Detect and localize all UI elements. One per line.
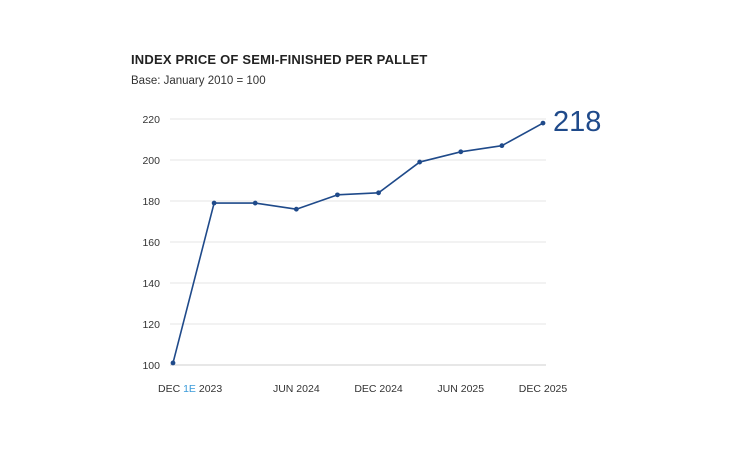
data-point	[252, 200, 258, 206]
data-point	[540, 120, 546, 126]
y-tick-label: 100	[142, 360, 160, 372]
y-tick-label: 180	[142, 196, 160, 208]
y-tick-label: 120	[142, 319, 160, 331]
chart-title: INDEX PRICE OF SEMI-FINISHED PER PALLET	[131, 52, 428, 67]
y-tick-label: 160	[142, 237, 160, 249]
data-series	[170, 120, 546, 366]
data-point	[417, 159, 423, 165]
y-tick-label: 200	[142, 155, 160, 167]
data-point	[170, 360, 176, 366]
end-value-label: 218	[553, 106, 602, 138]
x-tick-label: JUN 2024	[273, 383, 320, 395]
x-tick-label: JUN 2025	[437, 383, 484, 395]
data-point	[211, 200, 217, 206]
x-tick-label: DEC 1E 2023	[158, 383, 222, 395]
y-axis-ticks: 100 120 140 160 180 200 220	[142, 114, 160, 372]
data-point	[335, 192, 340, 198]
grid-lines	[170, 118, 546, 366]
y-tick-label: 140	[142, 278, 160, 290]
x-tick-label: DEC 2025	[519, 383, 568, 395]
series-line	[172, 122, 544, 364]
x-axis-ticks: DEC 1E 2023 JUN 2024 DEC 2024 JUN 2025 DEC 2…	[158, 383, 567, 395]
y-tick-label: 220	[142, 114, 160, 126]
chart-subtitle: Base: January 2010 = 100	[131, 75, 266, 87]
x-tick-label: DEC 2024	[354, 383, 403, 395]
data-point	[499, 143, 505, 149]
data-point	[376, 190, 381, 196]
data-point	[458, 149, 464, 155]
data-point	[293, 206, 299, 212]
